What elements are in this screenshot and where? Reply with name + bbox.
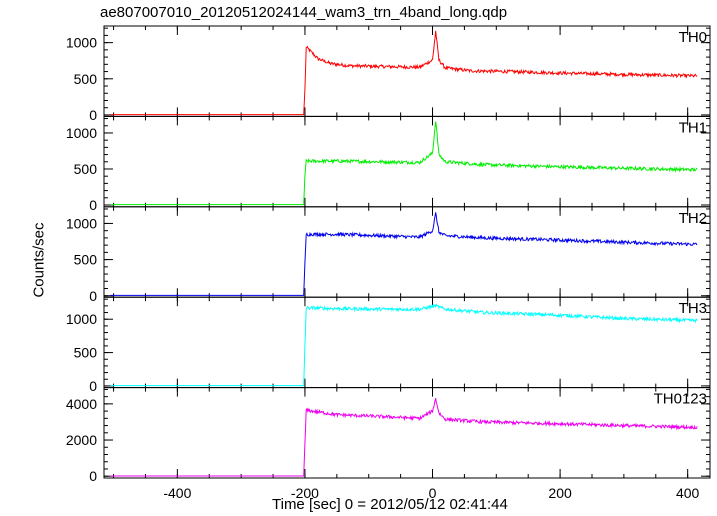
series-line-th2 [110, 212, 698, 296]
y-tick-label: 2000 [66, 432, 97, 448]
series-line-th3 [110, 303, 698, 387]
x-tick-label: 200 [548, 485, 572, 501]
panel-label-th0123: TH0123 [654, 391, 707, 408]
panel-frame-th3 [103, 296, 711, 389]
x-tick-label: -200 [291, 485, 319, 501]
y-tick-label: 1000 [66, 215, 97, 231]
x-tick-label: -400 [163, 485, 191, 501]
y-tick-label: 500 [74, 345, 98, 361]
panel-label-th0: TH0 [679, 29, 707, 46]
y-tick-label: 0 [89, 107, 97, 123]
x-tick-label: 0 [429, 485, 437, 501]
y-tick-label: 500 [74, 252, 98, 268]
panel-frame-th0 [103, 25, 711, 117]
y-tick-label: 1000 [66, 311, 97, 327]
y-tick-label: 0 [89, 468, 97, 484]
panel-frame-th0123 [103, 387, 711, 479]
y-tick-label: 1000 [66, 35, 97, 51]
panel-label-th3: TH3 [679, 300, 707, 317]
panel-label-th2: TH2 [679, 210, 707, 227]
x-tick-label: 400 [676, 485, 700, 501]
chart-title: ae807007010_20120512024144_wam3_trn_4ban… [100, 4, 508, 21]
y-tick-label: 500 [74, 71, 98, 87]
y-tick-label: 0 [89, 378, 97, 394]
series-line-th0123 [110, 398, 698, 477]
y-tick-label: 0 [89, 197, 97, 213]
y-tick-label: 0 [89, 288, 97, 304]
series-line-th1 [110, 121, 698, 206]
y-tick-label: 4000 [66, 396, 97, 412]
y-tick-label: 1000 [66, 125, 97, 141]
series-line-th0 [110, 30, 698, 116]
panel-label-th1: TH1 [679, 119, 707, 136]
x-axis-label: Time [sec] 0 = 2012/05/12 02:41:44 [272, 496, 508, 513]
y-tick-label: 500 [74, 161, 98, 177]
panel-frame-th2 [103, 206, 711, 298]
